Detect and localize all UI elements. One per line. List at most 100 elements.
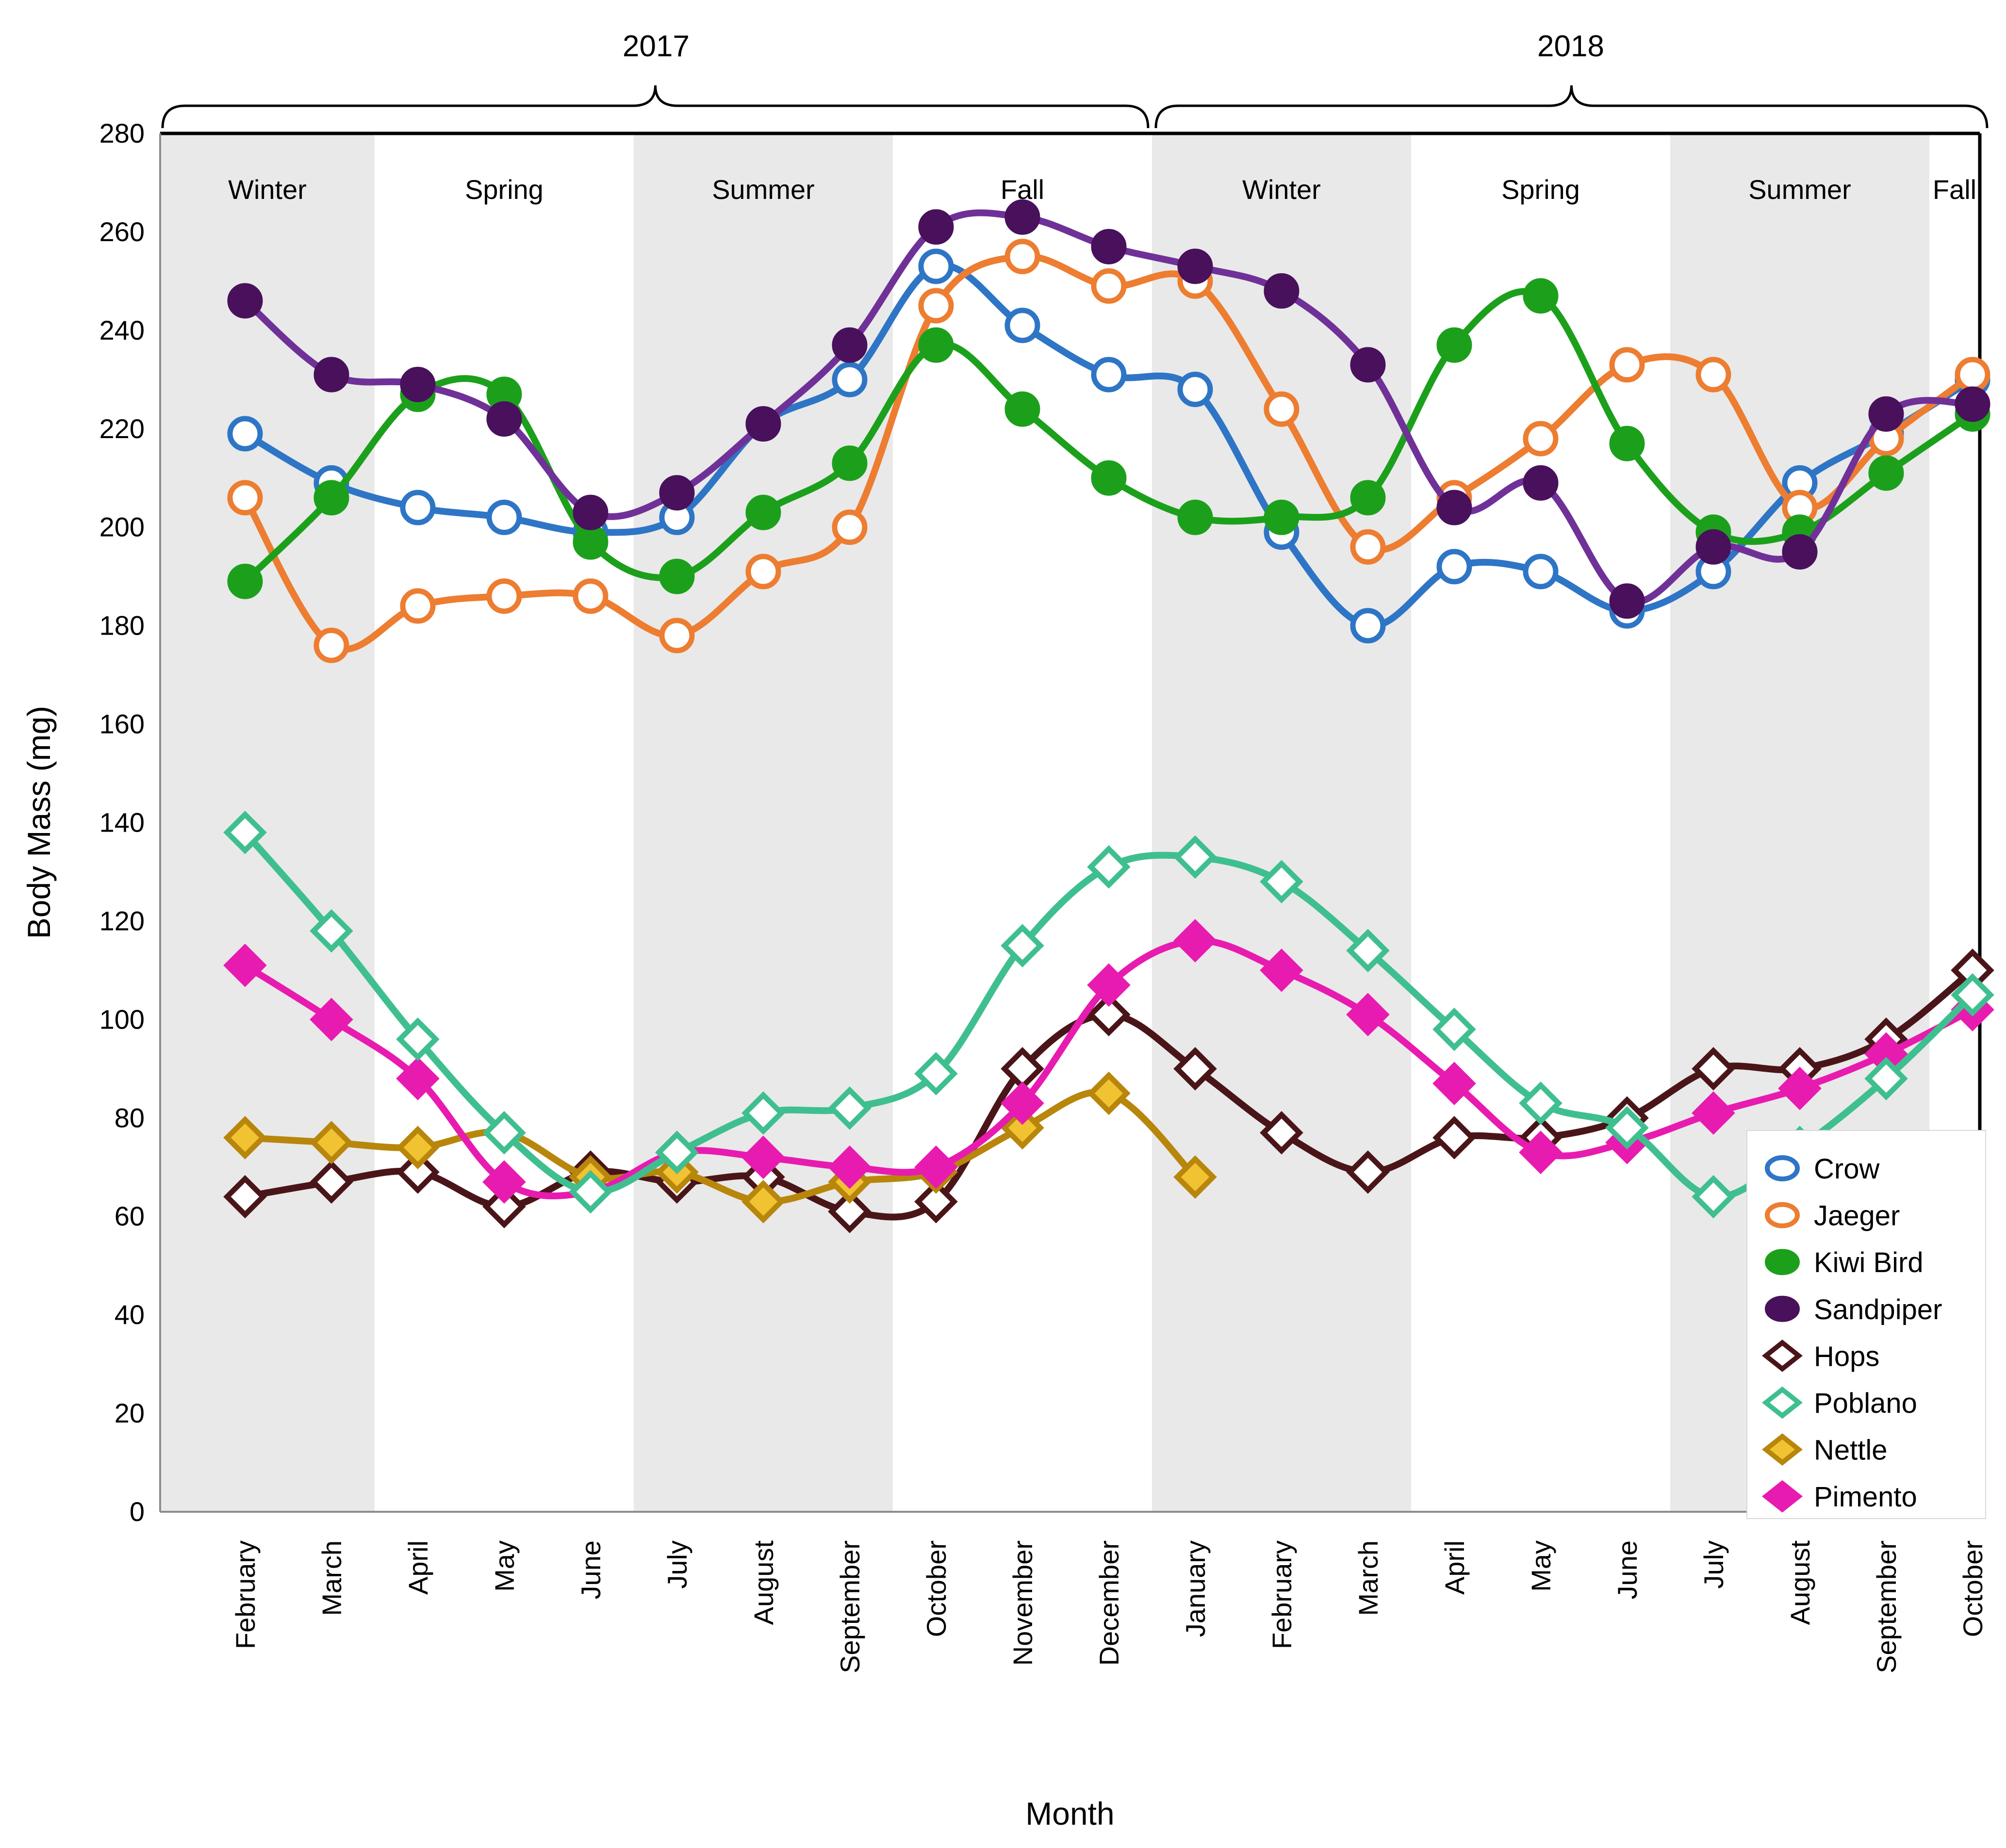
marker-poblano-13 xyxy=(1346,929,1390,973)
marker-pimento-6 xyxy=(741,1135,785,1179)
y-tick-label-40: 40 xyxy=(115,1299,145,1330)
marker-pimento-14 xyxy=(1432,1062,1476,1106)
marker-pimento-17 xyxy=(1692,1091,1735,1135)
season-label-summer: Summer xyxy=(712,174,815,205)
marker-sandpiper-6 xyxy=(745,406,781,442)
marker-pimento-8 xyxy=(914,1145,958,1189)
marker-nettle-2 xyxy=(396,1126,440,1169)
season-label-summer: Summer xyxy=(1748,174,1851,205)
marker-jaeger-4 xyxy=(573,578,608,614)
marker-sandpiper-1 xyxy=(313,357,349,392)
marker-kiwi-bird-9 xyxy=(1004,391,1040,427)
marker-hops-11 xyxy=(1173,1047,1217,1091)
marker-jaeger-8 xyxy=(918,288,954,324)
marker-sandpiper-9 xyxy=(1004,199,1040,235)
marker-sandpiper-20 xyxy=(1955,386,1990,422)
marker-kiwi-bird-19 xyxy=(1868,455,1904,491)
marker-pimento-1 xyxy=(310,998,353,1042)
marker-sandpiper-18 xyxy=(1782,534,1818,570)
marker-poblano-6 xyxy=(741,1091,785,1135)
marker-jaeger-9 xyxy=(1004,239,1040,275)
x-tick-label-6: August xyxy=(748,1540,779,1625)
legend-marker-jaeger xyxy=(1765,1202,1800,1228)
marker-sandpiper-4 xyxy=(573,494,608,530)
marker-poblano-0 xyxy=(223,811,267,854)
marker-kiwi-bird-8 xyxy=(918,327,954,363)
season-band-winter xyxy=(160,133,375,1512)
marker-nettle-9 xyxy=(1001,1106,1044,1150)
marker-jaeger-7 xyxy=(832,509,868,545)
y-axis-title: Body Mass (mg) xyxy=(21,705,57,939)
legend-label-sandpiper: Sandpiper xyxy=(1814,1294,1942,1325)
marker-hops-7 xyxy=(828,1190,871,1233)
x-tick-label-19: September xyxy=(1871,1540,1902,1673)
x-tick-label-2: April xyxy=(403,1540,433,1595)
marker-kiwi-bird-16 xyxy=(1609,425,1645,461)
marker-crow-2 xyxy=(400,490,436,525)
marker-poblano-8 xyxy=(914,1052,958,1096)
x-tick-label-13: March xyxy=(1353,1540,1383,1616)
marker-crow-9 xyxy=(1004,308,1040,343)
marker-hops-12 xyxy=(1260,1111,1303,1155)
year-brace-2017 xyxy=(161,85,1150,129)
x-tick-label-16: June xyxy=(1612,1540,1643,1599)
x-tick-label-18: August xyxy=(1785,1540,1815,1625)
marker-sandpiper-2 xyxy=(400,366,436,402)
marker-poblano-3 xyxy=(482,1111,526,1155)
marker-nettle-0 xyxy=(223,1116,267,1160)
marker-hops-14 xyxy=(1432,1116,1476,1160)
marker-pimento-9 xyxy=(1001,1081,1044,1125)
x-tick-label-11: January xyxy=(1180,1540,1211,1637)
legend-label-pimento: Pimento xyxy=(1814,1481,1917,1513)
legend-label-crow: Crow xyxy=(1814,1153,1880,1185)
marker-jaeger-10 xyxy=(1091,268,1127,304)
marker-crow-14 xyxy=(1436,549,1472,585)
legend-label-jaeger: Jaeger xyxy=(1814,1200,1900,1232)
marker-jaeger-6 xyxy=(745,554,781,589)
marker-poblano-14 xyxy=(1432,1007,1476,1051)
marker-sandpiper-3 xyxy=(486,401,522,437)
marker-hops-0 xyxy=(223,1175,267,1219)
marker-jaeger-2 xyxy=(400,588,436,624)
marker-pimento-18 xyxy=(1778,1066,1822,1111)
marker-sandpiper-12 xyxy=(1264,273,1299,309)
marker-jaeger-5 xyxy=(659,618,695,654)
y-tick-label-80: 80 xyxy=(115,1102,145,1133)
marker-sandpiper-13 xyxy=(1350,347,1386,383)
marker-sandpiper-17 xyxy=(1695,529,1731,565)
x-tick-label-8: October xyxy=(921,1540,952,1637)
x-tick-label-1: March xyxy=(316,1540,347,1616)
legend-label-kiwi-bird: Kiwi Bird xyxy=(1814,1247,1924,1278)
legend-marker-sandpiper xyxy=(1765,1295,1800,1322)
x-axis-title: Month xyxy=(1025,1796,1115,1832)
legend-marker-pimento xyxy=(1761,1480,1803,1513)
x-tick-label-12: February xyxy=(1266,1540,1297,1649)
marker-poblano-11 xyxy=(1173,835,1217,879)
x-tick-label-9: November xyxy=(1007,1540,1038,1666)
marker-sandpiper-16 xyxy=(1609,583,1645,619)
y-tick-label-280: 280 xyxy=(99,118,145,148)
y-tick-label-200: 200 xyxy=(99,512,145,542)
x-tick-label-7: September xyxy=(835,1540,865,1673)
year-brace-2018 xyxy=(1154,85,1989,129)
marker-crow-15 xyxy=(1523,554,1559,589)
season-band-winter xyxy=(1152,133,1411,1512)
marker-nettle-1 xyxy=(310,1121,353,1164)
marker-sandpiper-11 xyxy=(1177,248,1213,284)
marker-sandpiper-19 xyxy=(1868,396,1904,432)
marker-pimento-0 xyxy=(223,943,267,987)
y-tick-label-160: 160 xyxy=(99,709,145,739)
x-tick-label-3: May xyxy=(489,1540,520,1592)
marker-nettle-6 xyxy=(741,1179,785,1224)
marker-kiwi-bird-12 xyxy=(1264,499,1299,535)
legend-marker-kiwi-bird xyxy=(1765,1249,1800,1276)
marker-poblano-5 xyxy=(655,1130,699,1175)
x-tick-label-14: April xyxy=(1439,1540,1470,1595)
marker-jaeger-20 xyxy=(1955,357,1990,392)
marker-poblano-16 xyxy=(1605,1106,1649,1150)
marker-crow-3 xyxy=(486,499,522,535)
marker-kiwi-bird-10 xyxy=(1091,460,1127,496)
marker-pimento-11 xyxy=(1173,919,1217,963)
